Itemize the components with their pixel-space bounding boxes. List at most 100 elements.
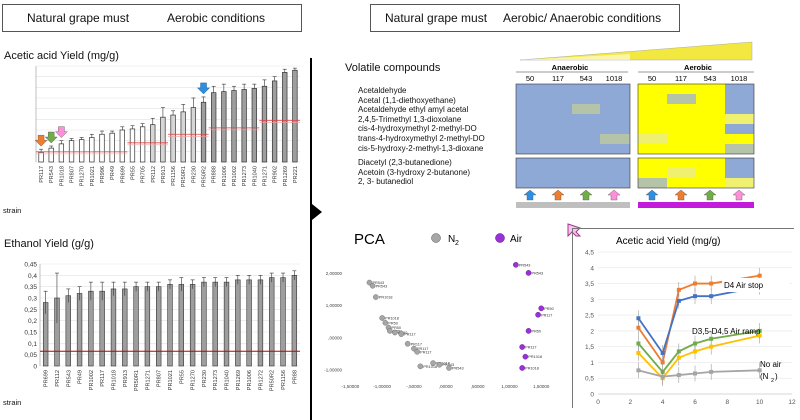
heatmap-cell [725,134,754,144]
acetic-bar [200,101,207,163]
ethanol-bar [257,279,264,367]
pca-legend-n2-marker [431,233,441,243]
pca-point-label: PR117 [404,333,415,337]
right-header-conditions: Aerobic/ Anaerobic conditions [503,11,662,25]
strain-arrow-icon [579,189,593,201]
right-header: Natural grape must Aerobic/ Anaerobic co… [370,4,680,32]
heatmap-cell [600,114,630,124]
strain-arrow-icon [523,189,537,201]
timecourse-y-tick: 0,5 [585,376,594,383]
timecourse-y-tick: 2,5 [585,313,594,320]
heatmap-cell [600,104,630,114]
timecourse-point [676,298,681,303]
ethanol-bar [189,284,196,367]
timecourse-point [676,287,681,292]
pca-point-label: PR543 [376,284,388,288]
ethanol-bar [269,277,275,367]
acetic-bar [170,114,176,163]
ethanol-bar [291,275,298,367]
heatmap-col-label: 1018 [731,74,748,83]
heatmap-cell [696,178,725,188]
heatmap-cell [572,124,601,134]
label-no-air-sub: 2 [771,378,774,384]
timecourse-series-line [637,285,760,355]
right-header-must: Natural grape must [385,11,488,25]
timecourse-point [636,341,641,346]
heatmap-cell [572,158,601,168]
ethanol-bar [280,277,286,367]
heatmap-cell [725,158,754,168]
timecourse-point [757,368,762,373]
pca-point-label: PR50 [532,329,542,333]
timecourse-series-line [637,274,760,365]
pca-x-tick: 1,00000 [501,384,518,389]
heatmap-block-border [515,83,631,155]
heatmap-cell [667,144,696,154]
pca-x-tick: 1,50000 [533,384,550,389]
heatmap-col-label: 1018 [606,74,623,83]
vertical-divider [310,58,312,420]
timecourse-x-tick: 2 [629,399,633,406]
heatmap-col-label: 543 [580,74,593,83]
ethanol-tick-label: PR1272 [258,370,264,390]
pca-panel: PCA N 2 Air 2,00000 1,00000 ,00000 -1,00000 -1,5… [324,231,554,389]
timecourse-point [660,374,665,379]
acetic-tick-label: PR117 [39,166,45,183]
ethanol-tick-label: PR1021 [168,370,174,390]
heatmap-cell [638,84,667,94]
ethanol-tick-label: PR55 [179,370,185,384]
heatmap-cell [544,114,573,124]
pca-point-label: PR50 [544,307,554,311]
acetic-tick-label: PR50R1 [181,166,187,187]
timecourse-y-tick: 0 [590,392,594,399]
aeration-gradient-wedge [519,41,753,61]
heatmap-cell [725,94,754,104]
strain-arrow-icon [645,189,659,201]
heatmap-cell [544,124,573,134]
heatmap-cell [667,124,696,134]
ethanol-tick-label: PR88 [292,370,298,384]
acetic-chart-title: Acetic acid Yield (mg/g) [4,50,119,62]
strain-label-bottom: strain [3,398,22,407]
volatile-compound: trans-4-hydroxymethyl 2-methyl-DO [358,133,485,143]
acetic-bar [119,129,125,163]
label-no-air: No air [760,360,782,369]
pca-y-tick: 2,00000 [326,271,343,276]
ethanol-y-tick: 0,1 [28,341,37,348]
ethanol-tick-label: PR1006 [247,370,253,390]
strain-label-top: strain [3,206,22,215]
heatmap-cell [725,114,754,124]
timecourse-y-tick: 3 [590,297,594,304]
ethanol-tick-label: PR543 [66,370,72,387]
volatile-group1: Acetaldehyde Acetal (1,1-diethoxyethane) A… [358,86,485,153]
strain-arrow-icon [732,189,746,201]
strain-arrow-icon [607,189,621,201]
timecourse-point [636,368,641,373]
heatmap-cell [638,158,667,168]
pca-point-n2 [417,363,424,370]
acetic-tick-label: PR1021 [90,166,96,186]
acetic-tick-label: PR1006 [222,166,228,186]
pca-point-n2 [382,320,389,326]
timecourse-point [636,350,641,355]
volatile-compound: cis-5-hydroxy-2-methyl-1,3-dioxane [358,143,484,153]
pca-point-air [538,305,545,312]
acetic-bar [231,90,237,163]
acetic-bar [292,69,298,163]
heatmap-cell [572,114,601,124]
ethanol-bar [223,281,230,367]
timecourse-x-tick: 0 [596,399,600,406]
pca-y-tick: 1,00000 [326,303,343,308]
heatmap-block-border [515,157,631,189]
timecourse-point [636,316,641,321]
heatmap-cell [667,84,696,94]
aeration-gradient-shade [520,54,630,60]
pca-point-label: PR117 [525,346,536,350]
heatmap-cell [638,94,667,104]
ethanol-bar [167,284,173,367]
timecourse-x-tick: 12 [788,399,796,406]
acetic-tick-label: PR50R2 [202,166,208,187]
ethanol-bar [65,295,71,367]
ethanol-tick-label: PR1273 [213,370,219,390]
acetic-bar [58,143,65,163]
